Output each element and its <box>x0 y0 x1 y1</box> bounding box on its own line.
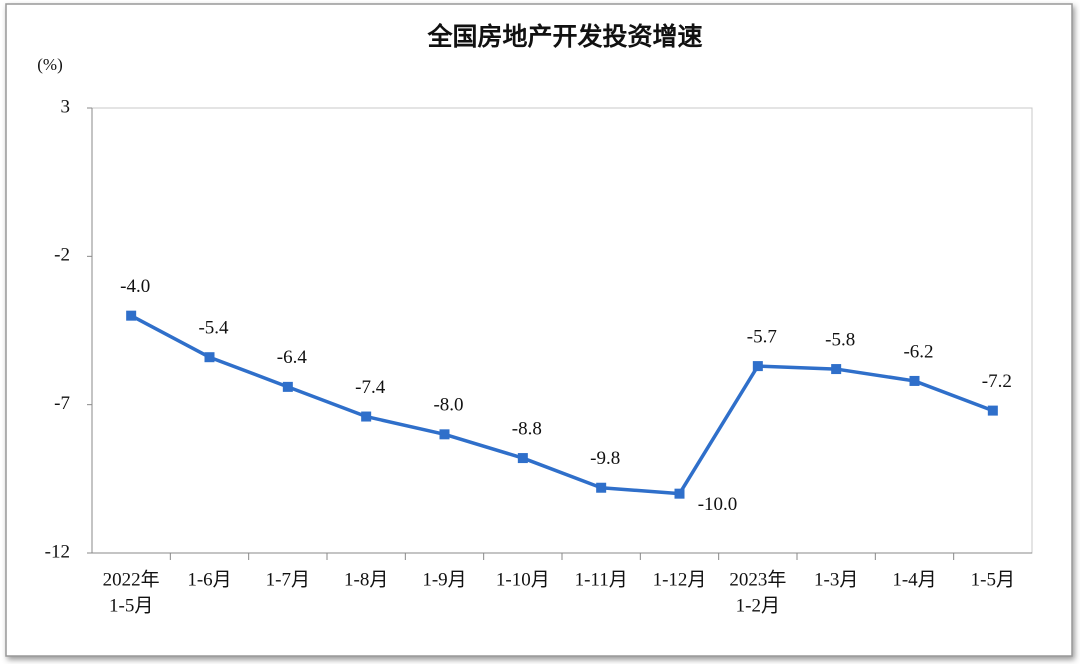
data-label: -6.2 <box>903 341 933 362</box>
y-tick-label: -2 <box>54 245 70 266</box>
x-tick-label: 2022年 <box>103 568 160 590</box>
y-tick-label: 3 <box>61 96 71 117</box>
y-tick-label: -7 <box>54 393 70 414</box>
data-point <box>282 381 293 392</box>
data-point <box>439 429 450 440</box>
x-tick-label: 2023年 <box>729 568 786 590</box>
data-label: -10.0 <box>698 494 738 515</box>
data-label: -8.0 <box>433 395 463 416</box>
data-label: -5.7 <box>747 326 777 347</box>
data-point <box>987 405 998 416</box>
y-tick-label: -12 <box>45 541 70 562</box>
chart-title: 全国房地产开发投资增速 <box>426 22 702 51</box>
data-label: -7.2 <box>982 371 1012 392</box>
data-point <box>674 488 685 499</box>
x-tick-label: 1-8月 <box>344 569 388 590</box>
x-tick-label: 1-5月 <box>109 595 153 616</box>
x-tick-label: 1-5月 <box>971 569 1015 590</box>
x-tick-label: 1-7月 <box>266 569 310 590</box>
data-label: -5.4 <box>198 318 229 339</box>
data-point <box>752 361 763 372</box>
data-label: -5.8 <box>825 329 855 350</box>
data-label: -4.0 <box>120 276 150 297</box>
x-tick-label: 1-2月 <box>736 595 780 616</box>
data-label: -9.8 <box>590 448 620 469</box>
data-line <box>130 314 994 496</box>
y-unit: (%) <box>37 55 62 74</box>
data-label: -7.4 <box>355 377 386 398</box>
x-tick-label: 1-11月 <box>575 569 628 590</box>
x-tick-label: 1-9月 <box>422 569 466 590</box>
x-tick-label: 1-10月 <box>496 569 550 590</box>
x-tick-label: 1-6月 <box>187 569 231 590</box>
x-tick-label: 1-12月 <box>653 569 707 590</box>
data-point <box>596 482 607 493</box>
frame <box>5 3 1073 657</box>
x-tick-label: 1-4月 <box>892 569 936 590</box>
data-point <box>204 352 215 363</box>
data-label: -8.8 <box>512 418 542 439</box>
data-label: -6.4 <box>277 347 308 368</box>
data-point <box>126 310 137 321</box>
data-point <box>361 411 372 422</box>
data-point <box>517 453 528 464</box>
data-point <box>831 364 842 375</box>
x-tick-label: 1-3月 <box>814 569 858 590</box>
data-point <box>909 375 920 386</box>
